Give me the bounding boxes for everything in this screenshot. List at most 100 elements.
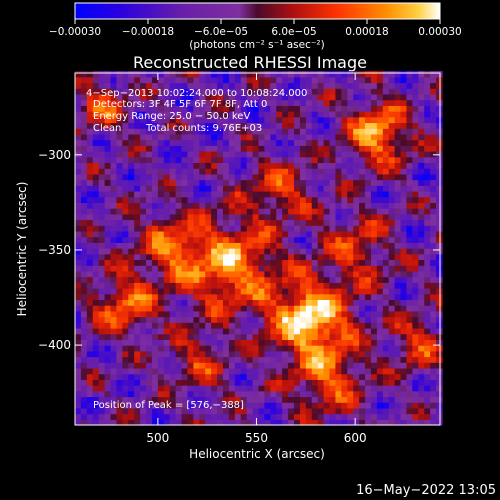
heatmap-cell [418, 419, 425, 426]
heatmap-cell [252, 179, 260, 186]
heatmap-cell [104, 122, 112, 129]
heatmap-cell [217, 419, 224, 426]
heatmap-cell [365, 310, 372, 318]
heatmap-cell [246, 402, 254, 409]
heatmap-cell [430, 345, 437, 352]
heatmap-cell [128, 345, 135, 352]
heatmap-cell [128, 373, 135, 380]
heatmap-cell [140, 116, 147, 124]
heatmap-cell [359, 213, 366, 221]
heatmap-cell [388, 139, 396, 146]
heatmap-cell [282, 213, 289, 221]
heatmap-cell [240, 379, 248, 386]
heatmap-cell [311, 373, 319, 380]
heatmap-cell [305, 71, 313, 78]
heatmap-cell [134, 373, 141, 380]
heatmap-cell [365, 99, 372, 106]
heatmap-cell [270, 276, 277, 283]
heatmap-cell [252, 190, 260, 198]
heatmap-cell [323, 105, 331, 112]
heatmap-cell [365, 213, 372, 221]
heatmap-cell [110, 219, 118, 226]
heatmap-cell [418, 248, 425, 255]
heatmap-cell [222, 242, 230, 249]
heatmap-cell [264, 419, 271, 426]
heatmap-cell [116, 413, 123, 420]
heatmap-cell [299, 339, 307, 346]
heatmap-cell [418, 116, 425, 124]
heatmap-cell [335, 116, 342, 124]
heatmap-cell [75, 259, 82, 266]
heatmap-cell [430, 322, 437, 329]
heatmap-cell [394, 202, 402, 209]
heatmap-cell [80, 396, 88, 403]
heatmap-cell [288, 185, 295, 192]
heatmap-cell [146, 327, 153, 335]
heatmap-cell [181, 99, 189, 106]
heatmap-cell [341, 407, 348, 415]
heatmap-cell [193, 133, 200, 141]
heatmap-cell [347, 156, 354, 164]
heatmap-cell [175, 76, 183, 84]
heatmap-cell [288, 105, 295, 112]
heatmap-cell [234, 179, 242, 186]
heatmap-cell [299, 402, 307, 409]
heatmap-cell [110, 128, 118, 135]
heatmap-cell [128, 402, 135, 409]
heatmap-cell [146, 413, 153, 420]
heatmap-cell [169, 236, 177, 243]
heatmap-cell [359, 322, 366, 329]
heatmap-cell [299, 151, 307, 158]
heatmap-cell [169, 350, 177, 358]
heatmap-cell [175, 345, 183, 352]
heatmap-cell [146, 225, 153, 232]
heatmap-cell [181, 179, 189, 186]
heatmap-cell [282, 322, 289, 329]
heatmap-cell [181, 111, 189, 118]
heatmap-cell [264, 339, 271, 346]
heatmap-cell [80, 230, 88, 238]
heatmap-cell [406, 99, 413, 106]
heatmap-cell [217, 259, 224, 266]
heatmap-cell [341, 259, 348, 266]
heatmap-cell [146, 305, 153, 312]
heatmap-cell [246, 322, 254, 329]
heatmap-cell [288, 242, 295, 249]
heatmap-cell [205, 105, 212, 112]
heatmap-cell [199, 242, 206, 249]
heatmap-cell [246, 116, 254, 124]
heatmap-cell [228, 105, 236, 112]
heatmap-cell [222, 299, 230, 306]
heatmap-cell [305, 168, 313, 175]
heatmap-cell [246, 259, 254, 266]
heatmap-cell [382, 128, 390, 135]
heatmap-cell [382, 390, 390, 398]
heatmap-cell [382, 413, 390, 420]
heatmap-cell [335, 196, 342, 203]
heatmap-cell [175, 242, 183, 249]
heatmap-cell [92, 305, 100, 312]
heatmap-cell [323, 93, 331, 101]
heatmap-cell [436, 162, 443, 169]
heatmap-cell [211, 322, 218, 329]
heatmap-cell [353, 133, 360, 141]
heatmap-cell [270, 248, 277, 255]
heatmap-cell [140, 373, 147, 380]
heatmap-cell [163, 419, 171, 426]
heatmap-cell [104, 327, 112, 335]
heatmap-cell [175, 333, 183, 340]
heatmap-cell [116, 293, 123, 301]
heatmap-cell [169, 345, 177, 352]
heatmap-cell [299, 373, 307, 380]
heatmap-cell [157, 390, 165, 398]
heatmap-cell [92, 168, 100, 175]
heatmap-cell [258, 293, 266, 301]
heatmap-cell [335, 128, 342, 135]
heatmap-cell [199, 367, 206, 375]
heatmap-cell [382, 356, 390, 363]
heatmap-cell [436, 270, 443, 278]
heatmap-cell [258, 105, 266, 112]
heatmap-cell [234, 82, 242, 89]
heatmap-cell [75, 390, 82, 398]
heatmap-cell [412, 367, 419, 375]
